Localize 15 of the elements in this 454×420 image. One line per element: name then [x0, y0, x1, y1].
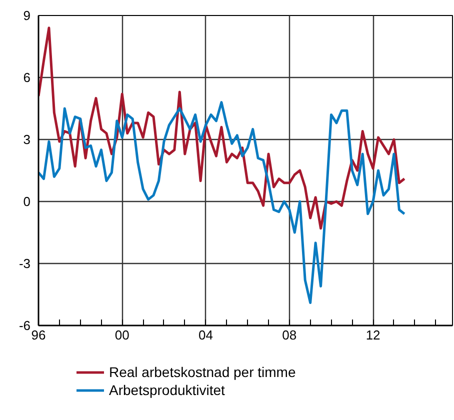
- y-tick-label: -6: [18, 318, 31, 333]
- x-tick-label: 08: [282, 328, 297, 342]
- line-series: [38, 101, 406, 304]
- y-tick-label: 3: [23, 132, 31, 147]
- y-tick-label: 6: [23, 70, 31, 85]
- x-tick-label: 12: [366, 328, 380, 342]
- legend-label: Real arbetskostnad per timme: [109, 364, 296, 380]
- y-tick-label: 0: [23, 194, 31, 209]
- legend-label: Arbetsproduktivitet: [109, 382, 225, 398]
- line-series: [38, 26, 406, 230]
- x-tick-label: 96: [31, 328, 46, 342]
- x-tick-label: 00: [114, 328, 130, 342]
- x-tick-label: 04: [198, 328, 214, 342]
- y-tick-label: 9: [23, 8, 31, 23]
- y-tick-label: -3: [18, 256, 31, 271]
